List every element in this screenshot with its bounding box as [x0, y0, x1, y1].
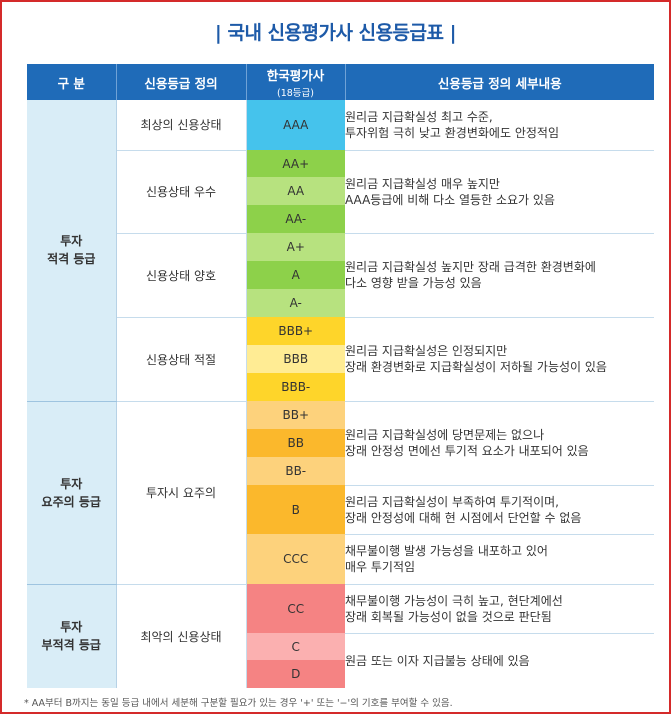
title-bar-left: |	[214, 22, 222, 44]
detail-line2: 장래 안정성 면에선 투기적 요소가 내포되어 있음	[345, 444, 589, 458]
header-detail: 신용등급 정의 세부내용	[345, 64, 654, 100]
table-row: BBB	[27, 345, 654, 373]
table-row: C 원금 또는 이자 지급불능 상태에 있음	[27, 633, 654, 688]
category-speculative-watch-grade: 투자 요주의 등급	[27, 401, 117, 585]
detail-line1: 채무불이행 가능성이 극히 높고, 현단계에선	[345, 593, 563, 608]
category-line1: 투자	[60, 476, 83, 491]
grade-cell: A+	[246, 233, 345, 261]
definition-cell: 최악의 신용상태	[116, 584, 247, 688]
header-korean-agency-label: 한국평가사	[266, 68, 325, 83]
definition-cell: 신용상태 우수	[116, 150, 247, 234]
definition-cell: 투자시 요주의	[116, 401, 247, 585]
detail-line1: 원리금 지급확실성 매우 높지만	[345, 176, 500, 191]
category-investment-grade: 투자 적격 등급	[27, 100, 117, 402]
grade-cell: AAA	[246, 100, 345, 150]
credit-rating-table: 구 분 신용등급 정의 한국평가사 (18등급) 신용등급 정의 세부내용 투자…	[27, 64, 654, 688]
grade-cell: CCC	[246, 534, 345, 584]
definition-cell: 최상의 신용상태	[116, 100, 247, 151]
header-category: 구 분	[27, 64, 117, 100]
detail-cell: 원리금 지급확실성 높지만 장래 급격한 환경변화에 다소 영향 받을 가능성 …	[345, 233, 654, 318]
table-row: D	[27, 660, 654, 688]
detail-line2: 장래 안정성에 대해 현 시점에서 단언할 수 없음	[345, 510, 582, 525]
table-row: AA-	[27, 205, 654, 233]
detail-line1: 원리금 지급확실성 높지만 장래 급격한 환경변화에	[345, 260, 596, 274]
title-text: 국내 신용평가사 신용등급표	[227, 22, 445, 44]
table-row: A-	[27, 289, 654, 317]
detail-cell: 원리금 지급확실성에 당면문제는 없으나 장래 안정성 면에선 투기적 요소가 …	[345, 401, 654, 486]
grade-cell: BBB+	[246, 317, 345, 345]
detail-line2: 매우 투기적임	[345, 560, 416, 574]
table-row: BB-	[27, 457, 654, 485]
grade-cell: BB+	[246, 401, 345, 429]
footnote: * AA부터 B까지는 동일 등급 내에서 세분해 구분할 필요가 있는 경우 …	[24, 698, 453, 709]
grade-cell: D	[246, 660, 345, 688]
table-row: A	[27, 261, 654, 289]
grade-cell: AA	[246, 177, 345, 205]
table-row: BB	[27, 429, 654, 457]
page-title: | 국내 신용평가사 신용등급표 |	[2, 18, 669, 45]
grade-cell: CC	[246, 584, 345, 633]
detail-cell: 원리금 지급확실성 최고 수준, 투자위험 극히 낮고 환경변화에도 안정적임	[345, 100, 654, 151]
table-row: 신용상태 양호 A+ 원리금 지급확실성 높지만 장래 급격한 환경변화에 다소…	[27, 233, 654, 318]
detail-cell: 원리금 지급확실성은 인정되지만 장래 환경변화로 지급확실성이 저하될 가능성…	[345, 317, 654, 402]
detail-cell: 채무불이행 가능성이 극히 높고, 현단계에선 장래 회복될 가능성이 없을 것…	[345, 584, 654, 634]
grade-cell: A	[246, 261, 345, 289]
grade-cell: BB	[246, 429, 345, 457]
detail-line1: 원리금 지급확실성에 당면문제는 없으나	[345, 428, 545, 442]
table-row: 투자 요주의 등급 투자시 요주의 BB+ 원리금 지급확실성에 당면문제는 없…	[27, 401, 654, 585]
table-row: CCC 채무불이행 발생 가능성을 내포하고 있어 매우 투기적임	[27, 534, 654, 585]
grade-cell: C	[246, 633, 345, 660]
table-row: BBB-	[27, 373, 654, 401]
category-line1: 투자	[60, 234, 83, 249]
header-korean-agency-sub: (18등급)	[277, 88, 314, 99]
grade-cell: AA+	[246, 150, 345, 177]
category-non-investment-grade: 투자 부적격 등급	[27, 584, 117, 688]
category-line2: 적격 등급	[47, 252, 96, 267]
detail-line1: 원금 또는 이자 지급불능 상태에 있음	[345, 653, 530, 668]
detail-line2: 장래 환경변화로 지급확실성이 저하될 가능성이 있음	[345, 360, 607, 374]
detail-line2: 다소 영향 받을 가능성 있음	[345, 276, 482, 290]
definition-cell: 신용상태 적절	[116, 317, 247, 402]
definition-cell: 신용상태 양호	[116, 233, 247, 318]
detail-cell: 채무불이행 발생 가능성을 내포하고 있어 매우 투기적임	[345, 534, 654, 585]
grade-cell: B	[246, 485, 345, 534]
grade-cell: AA-	[246, 205, 345, 233]
detail-line1: 원리금 지급확실성 최고 수준,	[345, 109, 493, 124]
category-line2: 부적격 등급	[41, 638, 101, 653]
detail-line1: 원리금 지급확실성은 인정되지만	[345, 344, 508, 358]
header-definition: 신용등급 정의	[116, 64, 247, 100]
table-row: 신용상태 적절 BBB+ 원리금 지급확실성은 인정되지만 장래 환경변화로 지…	[27, 317, 654, 402]
title-bar-right: |	[449, 22, 457, 44]
detail-line2: AAA등급에 비해 다소 열등한 소요가 있음	[345, 192, 555, 207]
detail-cell: 원리금 지급확실성 매우 높지만 AAA등급에 비해 다소 열등한 소요가 있음	[345, 150, 654, 234]
detail-line1: 채무불이행 발생 가능성을 내포하고 있어	[345, 544, 548, 558]
grade-cell: BBB	[246, 345, 345, 373]
table-row: 신용상태 우수 AA+ 원리금 지급확실성 매우 높지만 AAA등급에 비해 다…	[27, 150, 654, 234]
header-korean-agency: 한국평가사 (18등급)	[246, 64, 346, 100]
grade-cell: BBB-	[246, 373, 345, 401]
detail-line1: 원리금 지급확실성이 부족하여 투기적이며,	[345, 494, 559, 509]
detail-cell: 원금 또는 이자 지급불능 상태에 있음	[345, 633, 654, 688]
table-row: 투자 부적격 등급 최악의 신용상태 CC 채무불이행 가능성이 극히 높고, …	[27, 584, 654, 688]
detail-line2: 장래 회복될 가능성이 없을 것으로 판단됨	[345, 609, 552, 624]
grade-cell: A-	[246, 289, 345, 317]
table-header-row: 구 분 신용등급 정의 한국평가사 (18등급) 신용등급 정의 세부내용	[27, 64, 654, 100]
table-row: B 원리금 지급확실성이 부족하여 투기적이며, 장래 안정성에 대해 현 시점…	[27, 485, 654, 535]
table-row: AA	[27, 177, 654, 205]
detail-cell: 원리금 지급확실성이 부족하여 투기적이며, 장래 안정성에 대해 현 시점에서…	[345, 485, 654, 535]
category-line1: 투자	[60, 620, 83, 635]
category-line2: 요주의 등급	[41, 494, 101, 509]
detail-line2: 투자위험 극히 낮고 환경변화에도 안정적임	[345, 125, 559, 140]
table-row: 투자 적격 등급 최상의 신용상태 AAA 원리금 지급확실성 최고 수준, 투…	[27, 100, 654, 402]
grade-cell: BB-	[246, 457, 345, 485]
